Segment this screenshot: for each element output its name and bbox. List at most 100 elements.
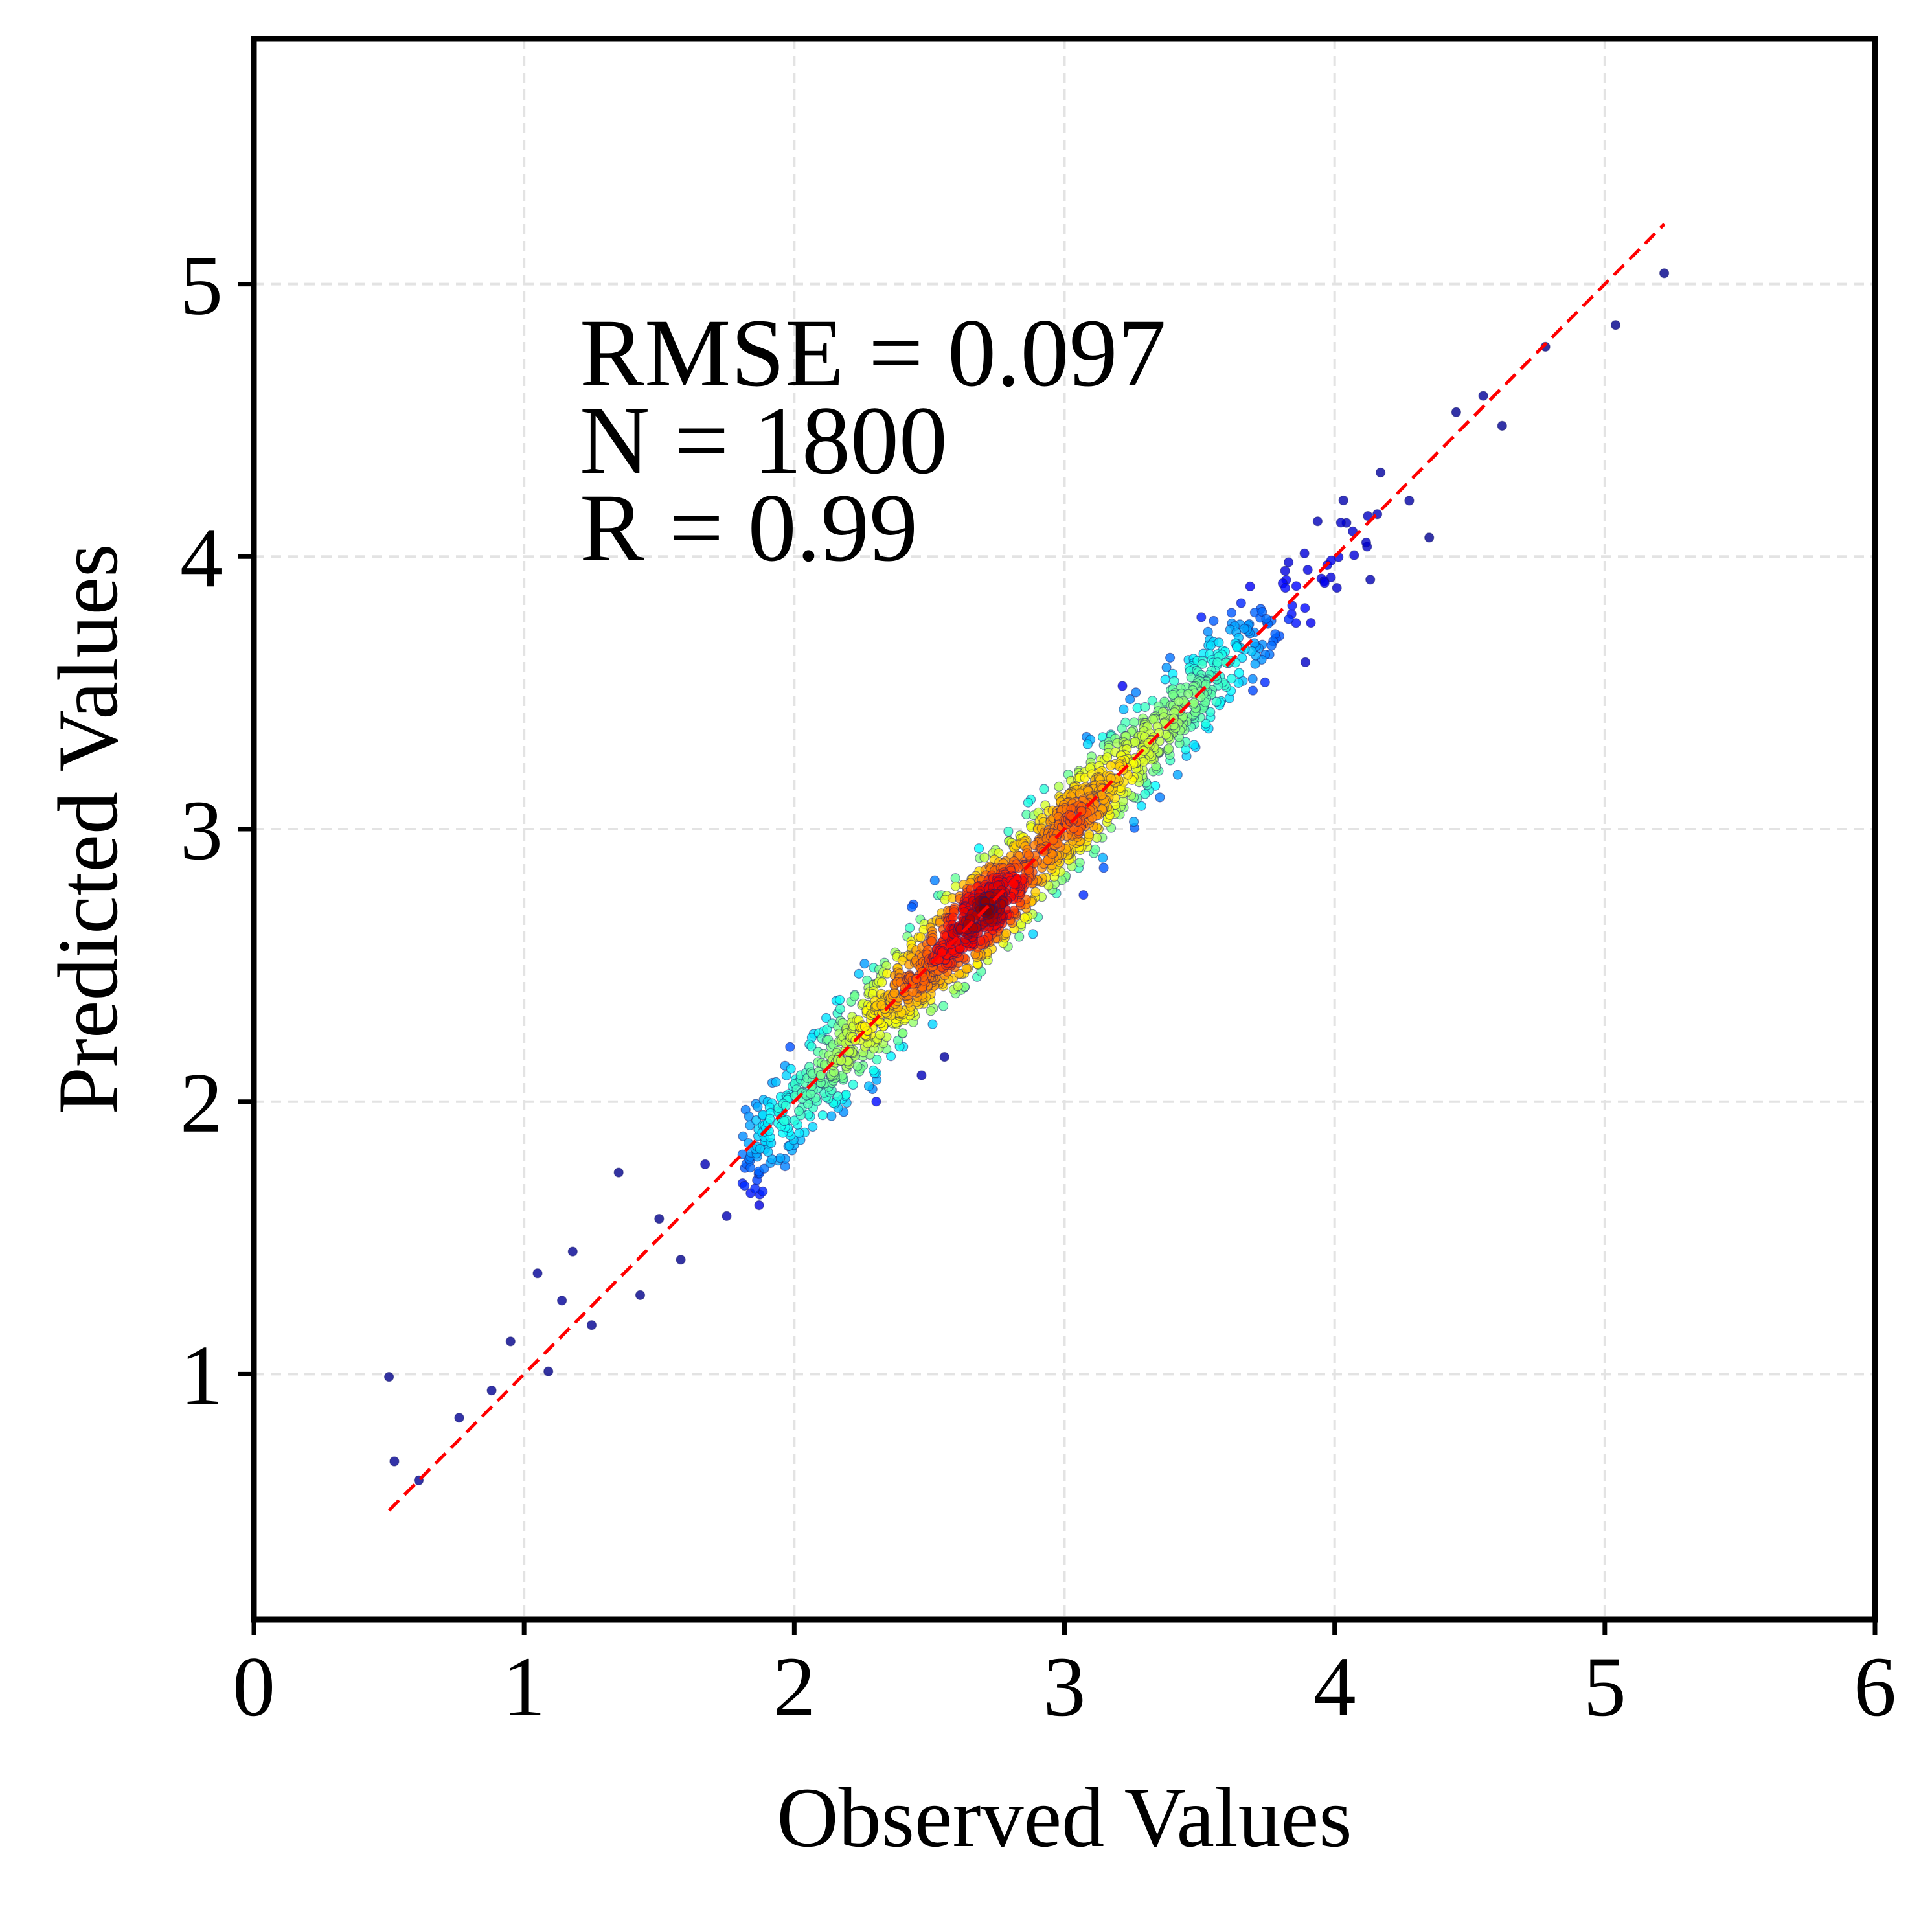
scatter-point: [1266, 640, 1277, 651]
scatter-point: [1028, 929, 1038, 939]
rmse-annotation: RMSE = 0.097: [580, 299, 1166, 407]
scatter-point: [1074, 857, 1085, 868]
scatter-point: [1030, 887, 1041, 897]
scatter-point: [1165, 652, 1176, 663]
scatter-point: [1363, 510, 1373, 521]
scatter-point: [1284, 614, 1294, 624]
scatter-point: [950, 881, 961, 891]
scatter-point: [1119, 704, 1129, 714]
scatter-point: [543, 1366, 554, 1376]
scatter-point: [1048, 835, 1058, 845]
scatter-point: [1299, 548, 1310, 558]
scatter-point: [454, 1413, 464, 1423]
scatter-point: [835, 1003, 845, 1014]
x-tick-label: 3: [1043, 1639, 1086, 1734]
scatter-point: [1332, 582, 1342, 593]
y-tick-label: 4: [180, 510, 223, 605]
scatter-point: [1039, 784, 1049, 794]
scatter-point: [793, 1106, 804, 1117]
scatter-point: [1478, 391, 1488, 401]
scatter-point: [1019, 913, 1030, 923]
x-tick-label: 4: [1313, 1639, 1356, 1734]
scatter-point: [871, 1096, 881, 1107]
scatter-point: [771, 1077, 781, 1088]
stats-annotations: RMSE = 0.097 N = 1800 R = 0.99: [580, 299, 1166, 582]
scatter-point: [1140, 702, 1150, 713]
scatter-point: [1168, 689, 1178, 700]
scatter-point: [1174, 696, 1184, 707]
scatter-point: [1319, 578, 1330, 588]
scatter-point: [1102, 752, 1113, 762]
scatter-point: [1306, 617, 1316, 628]
scatter-point: [1250, 659, 1260, 669]
scatter-point: [1023, 797, 1034, 808]
scatter-point: [786, 1064, 796, 1074]
one-to-one-reference-line: [387, 223, 1666, 1512]
scatter-point: [859, 959, 870, 969]
scatter-point: [1497, 420, 1507, 431]
scatter-point: [1302, 565, 1313, 575]
scatter-point: [1003, 826, 1014, 837]
scatter-point: [785, 1042, 795, 1052]
scatter-point: [1376, 467, 1386, 478]
scatter-point: [1084, 829, 1095, 840]
y-axis-title: Predicted Values: [40, 543, 135, 1114]
scatter-point: [1226, 674, 1237, 684]
scatter-point: [486, 1386, 497, 1396]
scatter-point: [854, 968, 864, 979]
scatter-point: [763, 1147, 773, 1158]
scatter-point: [841, 1090, 851, 1100]
scatter-point: [904, 922, 915, 933]
scatter-point: [1189, 740, 1199, 750]
scatter-point: [1136, 801, 1146, 811]
scatter-point: [1023, 850, 1034, 860]
scatter-point: [1098, 852, 1108, 863]
scatter-point: [1245, 581, 1255, 592]
scatter-point: [1312, 516, 1323, 527]
scatter-point: [1280, 582, 1291, 593]
scatter-point: [1130, 737, 1141, 747]
scatter-point: [885, 1051, 896, 1062]
scatter-point: [939, 1051, 949, 1062]
scatter-point: [613, 1167, 624, 1178]
scatter-point: [859, 1022, 870, 1032]
scatter-point: [892, 1035, 903, 1046]
scatter-point: [927, 1019, 938, 1029]
scatter-point: [1098, 863, 1109, 873]
scatter-point: [833, 1091, 843, 1102]
scatter-point: [1300, 603, 1310, 613]
scatter-point: [938, 1001, 949, 1011]
scatter-point: [1338, 495, 1348, 506]
scatter-point: [877, 977, 887, 988]
x-tick-label: 2: [773, 1639, 815, 1734]
scatter-point: [836, 1055, 847, 1066]
scatter-point: [868, 1065, 879, 1076]
scatter-point: [1349, 550, 1359, 560]
scatter-point: [1404, 496, 1415, 506]
scatter-point: [1247, 685, 1258, 696]
scatter-point: [916, 1070, 927, 1080]
scatter-point: [1424, 532, 1435, 543]
scatter-point: [929, 875, 940, 885]
y-tick-label: 5: [180, 238, 223, 333]
scatter-point: [1365, 575, 1376, 585]
scatter-point: [953, 981, 963, 992]
scatter-point: [852, 1061, 863, 1071]
grid: [254, 39, 1875, 1619]
scatter-point: [875, 1029, 885, 1040]
x-tick-label: 5: [1584, 1639, 1626, 1734]
scatter-point: [872, 1055, 882, 1065]
scatter-point: [876, 1000, 887, 1011]
scatter-point: [1236, 598, 1246, 608]
scatter-point: [863, 1081, 874, 1091]
scatter-point: [383, 1372, 394, 1382]
scatter-point: [654, 1213, 665, 1224]
scatter-point: [1188, 698, 1199, 708]
scatter-point: [1197, 659, 1207, 669]
scatter-point: [1659, 268, 1670, 279]
y-tick-label: 2: [180, 1055, 223, 1150]
scatter-point: [815, 1069, 826, 1080]
scatter-point: [1212, 657, 1223, 668]
x-tick-label: 0: [233, 1639, 275, 1734]
scatter-point: [739, 1180, 750, 1191]
